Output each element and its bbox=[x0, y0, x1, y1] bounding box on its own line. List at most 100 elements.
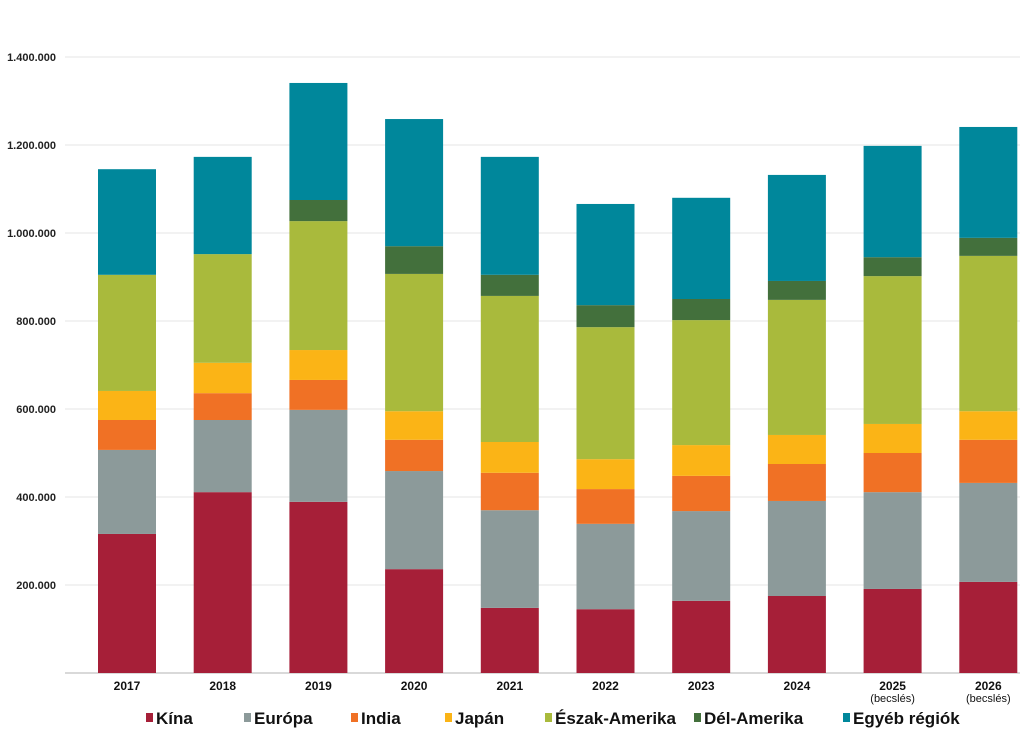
bar-segment-k-na bbox=[767, 596, 826, 673]
legend-label: Európa bbox=[254, 709, 313, 728]
bar-segment-d-l-amerika bbox=[576, 305, 635, 328]
x-tick-label: 2020 bbox=[401, 679, 428, 693]
bar-segment-jap-n bbox=[576, 459, 635, 490]
x-tick-label: 2026 bbox=[975, 679, 1002, 693]
bar-segment--szak-amerika bbox=[576, 327, 635, 460]
x-tick-label: 2017 bbox=[114, 679, 141, 693]
bar-segment-d-l-amerika bbox=[767, 280, 826, 300]
bar-segment-jap-n bbox=[480, 442, 539, 473]
bar-segment-egy-b-r-gi-k bbox=[385, 119, 444, 247]
bar-segment-k-na bbox=[193, 492, 252, 673]
bar-segment-d-l-amerika bbox=[289, 200, 348, 222]
y-tick-label: 1.000.000 bbox=[7, 228, 56, 240]
legend-label: Észak-Amerika bbox=[555, 709, 677, 728]
bar-segment-egy-b-r-gi-k bbox=[863, 145, 922, 258]
bar-segment-egy-b-r-gi-k bbox=[480, 156, 539, 275]
bar-segment-jap-n bbox=[98, 390, 156, 420]
legend-swatch bbox=[694, 713, 701, 722]
x-axis: 2017 2018 2019 2020 2021 2022 2023 2024 2025(bec… bbox=[114, 679, 1011, 705]
y-tick-label: 200.000 bbox=[16, 580, 56, 592]
bar-segment-egy-b-r-gi-k bbox=[672, 197, 731, 299]
x-tick-note: (becslés) bbox=[966, 693, 1011, 705]
bar-segment--szak-amerika bbox=[480, 295, 539, 442]
bar-segment-india bbox=[672, 475, 731, 512]
legend-label: Dél-Amerika bbox=[704, 709, 804, 728]
bar-segment-india bbox=[959, 439, 1018, 483]
bar-segment--szak-amerika bbox=[98, 274, 156, 391]
x-tick-label: 2023 bbox=[688, 679, 715, 693]
legend-swatch bbox=[445, 713, 452, 722]
bar-segment-eur-pa bbox=[767, 500, 826, 596]
bar-segment-india bbox=[767, 464, 826, 501]
bar-segment-egy-b-r-gi-k bbox=[289, 82, 348, 200]
bar-segment-jap-n bbox=[385, 411, 444, 440]
bar-segment-eur-pa bbox=[576, 523, 635, 610]
bar-segment-india bbox=[289, 379, 348, 410]
bar-segment-k-na bbox=[480, 607, 539, 673]
bar-segment-india bbox=[576, 489, 635, 524]
bar-segment-india bbox=[863, 453, 922, 493]
legend-label: India bbox=[361, 709, 401, 728]
legend-swatch bbox=[244, 713, 251, 722]
x-tick-label: 2019 bbox=[305, 679, 332, 693]
bar-segment-india bbox=[385, 439, 444, 472]
y-tick-label: 800.000 bbox=[16, 316, 56, 328]
bar-segment-jap-n bbox=[193, 362, 252, 394]
bar-segment-d-l-amerika bbox=[385, 246, 444, 274]
bar-segment-eur-pa bbox=[480, 510, 539, 608]
bar-segment--szak-amerika bbox=[672, 320, 731, 446]
bar-segment--szak-amerika bbox=[289, 221, 348, 351]
bar-segment-eur-pa bbox=[959, 482, 1018, 582]
bar-segment-k-na bbox=[672, 600, 731, 673]
bar-segment-k-na bbox=[576, 609, 635, 673]
legend-label: Egyéb régiók bbox=[853, 709, 960, 728]
legend-swatch bbox=[545, 713, 552, 722]
bar-segment-eur-pa bbox=[193, 420, 252, 493]
bar-segment-egy-b-r-gi-k bbox=[576, 203, 635, 306]
bar-segment-k-na bbox=[385, 569, 444, 673]
legend-label: Japán bbox=[455, 709, 504, 728]
bar-segment-egy-b-r-gi-k bbox=[98, 169, 156, 275]
bar-segment-eur-pa bbox=[289, 409, 348, 502]
bar-segment-jap-n bbox=[863, 423, 922, 453]
bar-segment-eur-pa bbox=[98, 449, 156, 534]
x-tick-label: 2018 bbox=[209, 679, 236, 693]
bar-segment-k-na bbox=[863, 588, 922, 673]
bar-segment-k-na bbox=[289, 501, 348, 673]
bar-segment-k-na bbox=[959, 581, 1018, 673]
bar-segment--szak-amerika bbox=[385, 273, 444, 412]
y-tick-label: 1.400.000 bbox=[7, 52, 56, 64]
x-tick-label: 2024 bbox=[784, 679, 811, 693]
bar-segment-jap-n bbox=[959, 411, 1018, 440]
bar-segment-egy-b-r-gi-k bbox=[959, 126, 1018, 238]
bar-segment--szak-amerika bbox=[767, 299, 826, 435]
bar-segment-jap-n bbox=[767, 434, 826, 464]
x-tick-label: 2021 bbox=[496, 679, 523, 693]
x-tick-label: 2025 bbox=[879, 679, 906, 693]
bar-segment--szak-amerika bbox=[959, 255, 1018, 412]
bar-segment-eur-pa bbox=[672, 511, 731, 601]
bar-segment-d-l-amerika bbox=[863, 257, 922, 277]
y-axis: 200.000 400.000 600.000 800.000 1.000.000 1.2… bbox=[7, 52, 56, 592]
bar-segment-jap-n bbox=[289, 350, 348, 380]
y-tick-label: 400.000 bbox=[16, 492, 56, 504]
bar-segment-eur-pa bbox=[385, 471, 444, 570]
bar-segment-d-l-amerika bbox=[672, 299, 731, 321]
bar-segment-jap-n bbox=[672, 445, 731, 476]
bar-segment-d-l-amerika bbox=[480, 274, 539, 296]
y-tick-label: 600.000 bbox=[16, 404, 56, 416]
x-tick-label: 2022 bbox=[592, 679, 619, 693]
bar-segment--szak-amerika bbox=[863, 276, 922, 424]
legend-swatch bbox=[146, 713, 153, 722]
legend-swatch bbox=[351, 713, 358, 722]
bars bbox=[98, 82, 1018, 673]
bar-segment-india bbox=[193, 393, 252, 420]
legend-label: Kína bbox=[156, 709, 193, 728]
bar-segment-india bbox=[98, 420, 156, 450]
bar-segment-india bbox=[480, 472, 539, 511]
bar-segment--szak-amerika bbox=[193, 254, 252, 363]
x-tick-note: (becslés) bbox=[870, 693, 915, 705]
y-tick-label: 1.200.000 bbox=[7, 140, 56, 152]
bar-segment-egy-b-r-gi-k bbox=[193, 156, 252, 255]
